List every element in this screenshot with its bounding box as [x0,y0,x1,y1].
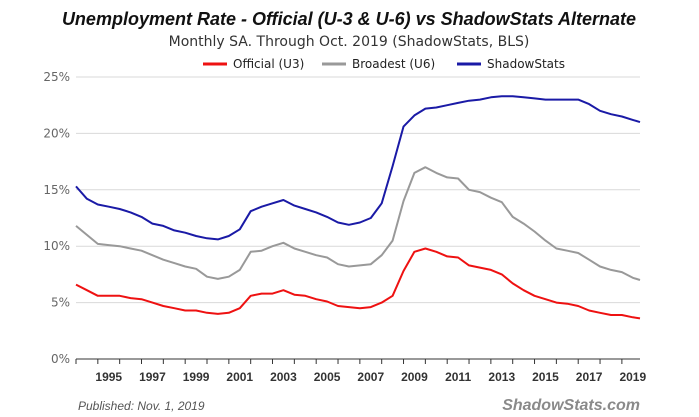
x-tick-label: 2005 [314,370,341,384]
series-line-official-u3 [75,247,641,320]
x-tick-label: 2003 [270,370,297,384]
x-tick-label: 2009 [401,370,428,384]
x-tick-label: 1995 [95,370,122,384]
shadowstats-watermark: ShadowStats.com [502,397,640,414]
legend-label-official-u3: Official (U3) [233,57,304,71]
series-lines [75,95,641,320]
legend: Official (U3) Broadest (U6) ShadowStats [203,57,565,71]
y-tick-label: 10% [43,239,70,253]
x-tick-label: 1999 [183,370,210,384]
published-date: Published: Nov. 1, 2019 [78,399,205,413]
x-tick-label: 2007 [357,370,384,384]
x-axis: 1995 1997 1999 2001 2003 2005 2007 2009 2011 2013… [75,358,646,384]
y-axis-ticks: 0% 5% 10% 15% 20% 25% [43,70,70,366]
x-tick-label: 2019 [619,370,646,384]
x-tick-label: 2017 [576,370,603,384]
y-tick-label: 25% [43,70,70,84]
y-tick-label: 15% [43,183,70,197]
gridlines [76,76,640,360]
y-tick-label: 20% [43,126,70,140]
legend-label-broadest-u6: Broadest (U6) [352,57,435,71]
x-tick-label: 2001 [226,370,253,384]
y-tick-label: 0% [51,352,70,366]
chart-title: Unemployment Rate - Official (U-3 & U-6)… [62,9,636,29]
x-tick-label: 2011 [445,370,471,384]
legend-label-shadowstats: ShadowStats [487,57,565,71]
x-tick-label: 1997 [139,370,166,384]
series-line-broadest-u6 [75,166,641,281]
x-tick-label: 2015 [532,370,559,384]
y-tick-label: 5% [51,296,70,310]
x-tick-label: 2013 [488,370,515,384]
chart-subtitle: Monthly SA. Through Oct. 2019 (ShadowSta… [169,34,530,50]
series-line-shadowstats [75,95,641,241]
